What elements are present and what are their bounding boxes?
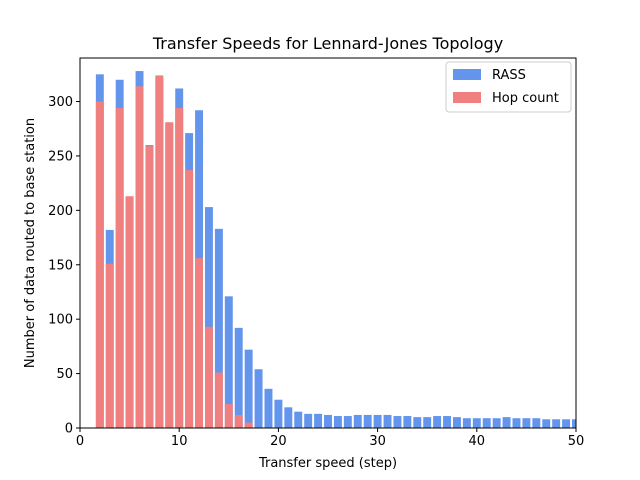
bar-rass-34 — [413, 417, 422, 428]
bar-hop-count-12 — [195, 258, 204, 428]
bar-hop-count-16 — [234, 414, 243, 428]
y-tick-label-150: 150 — [48, 258, 73, 273]
bar-rass-29 — [363, 414, 372, 428]
plot-frame — [79, 57, 577, 429]
bar-hop-count-3 — [105, 263, 114, 428]
bar-hop-count-17 — [244, 422, 253, 428]
bar-rass-32 — [393, 416, 402, 428]
bar-hop-count-7 — [145, 146, 154, 428]
x-tick-label-50: 50 — [568, 434, 585, 449]
bar-rass-47 — [542, 419, 551, 428]
bar-rass-14 — [214, 228, 223, 428]
y-tick-label-100: 100 — [48, 313, 73, 328]
bar-hop-count-6 — [135, 86, 144, 428]
bar-rass-21 — [284, 407, 293, 428]
x-tick-label-0: 0 — [76, 434, 84, 449]
chart-title: Transfer Speeds for Lennard-Jones Topolo… — [152, 34, 503, 53]
bar-rass-24 — [314, 413, 323, 428]
bar-rass-36 — [433, 416, 442, 428]
y-tick-label-250: 250 — [48, 149, 73, 164]
bar-rass-15 — [224, 296, 233, 428]
bar-rass-48 — [552, 419, 561, 428]
bar-hop-count-2 — [95, 101, 104, 428]
bar-rass-23 — [304, 413, 313, 428]
bar-rass-37 — [443, 416, 452, 428]
y-axis-label: Number of data routed to base station — [23, 118, 38, 368]
legend-swatch-hop-count — [453, 92, 481, 103]
bar-rass-26 — [333, 416, 342, 428]
legend: RASS Hop count — [445, 61, 572, 113]
bar-rass-42 — [492, 418, 501, 428]
bar-hop-count-11 — [185, 170, 194, 428]
bar-rass-19 — [264, 388, 273, 428]
bar-rass-49 — [562, 419, 571, 428]
bar-rass-13 — [204, 207, 213, 428]
bar-rass-40 — [472, 418, 481, 428]
y-tick-label-0: 0 — [65, 422, 73, 437]
bar-rass-44 — [512, 418, 521, 428]
bar-rass-45 — [522, 418, 531, 428]
bar-hop-count-5 — [125, 196, 134, 428]
bar-rass-28 — [353, 414, 362, 428]
hop-count-bars — [95, 75, 253, 429]
bar-rass-39 — [462, 418, 471, 428]
bar-hop-count-4 — [115, 108, 124, 428]
bar-rass-50 — [572, 419, 576, 428]
bar-hop-count-10 — [175, 108, 184, 428]
x-tick-label-40: 40 — [469, 434, 486, 449]
bar-rass-20 — [274, 399, 283, 428]
y-tick-label-50: 50 — [56, 367, 73, 382]
x-tick-label-10: 10 — [171, 434, 188, 449]
bar-rass-41 — [482, 418, 491, 428]
bar-rass-18 — [254, 369, 263, 428]
bar-rass-38 — [452, 417, 461, 428]
x-tick-label-20: 20 — [270, 434, 287, 449]
y-axis-ticks: 0 50 100 150 200 250 300 — [48, 95, 80, 437]
legend-label-hop-count: Hop count — [492, 91, 559, 106]
x-axis-ticks: 0 10 20 30 40 50 — [76, 428, 584, 449]
x-tick-label-30: 30 — [369, 434, 386, 449]
axes — [79, 57, 577, 429]
y-tick-label-300: 300 — [48, 95, 73, 110]
bar-hop-count-14 — [214, 372, 223, 428]
bar-rass-22 — [294, 411, 303, 428]
legend-label-rass: RASS — [492, 68, 526, 83]
bar-rass-25 — [324, 414, 332, 428]
bar-rass-27 — [343, 416, 352, 428]
bar-rass-30 — [373, 414, 382, 428]
bar-rass-33 — [403, 416, 412, 428]
bar-hop-count-9 — [165, 122, 174, 429]
bar-rass-16 — [234, 327, 243, 428]
x-axis-label: Transfer speed (step) — [258, 456, 397, 471]
bar-hop-count-8 — [155, 75, 164, 428]
legend-swatch-rass — [453, 69, 481, 80]
y-tick-label-200: 200 — [48, 204, 73, 219]
bar-hop-count-13 — [204, 326, 213, 428]
bar-rass-31 — [383, 414, 392, 428]
bar-rass-46 — [532, 418, 541, 428]
bar-rass-35 — [423, 417, 432, 428]
bar-rass-43 — [502, 417, 511, 428]
bar-hop-count-15 — [224, 404, 233, 428]
bar-rass-17 — [244, 349, 253, 428]
